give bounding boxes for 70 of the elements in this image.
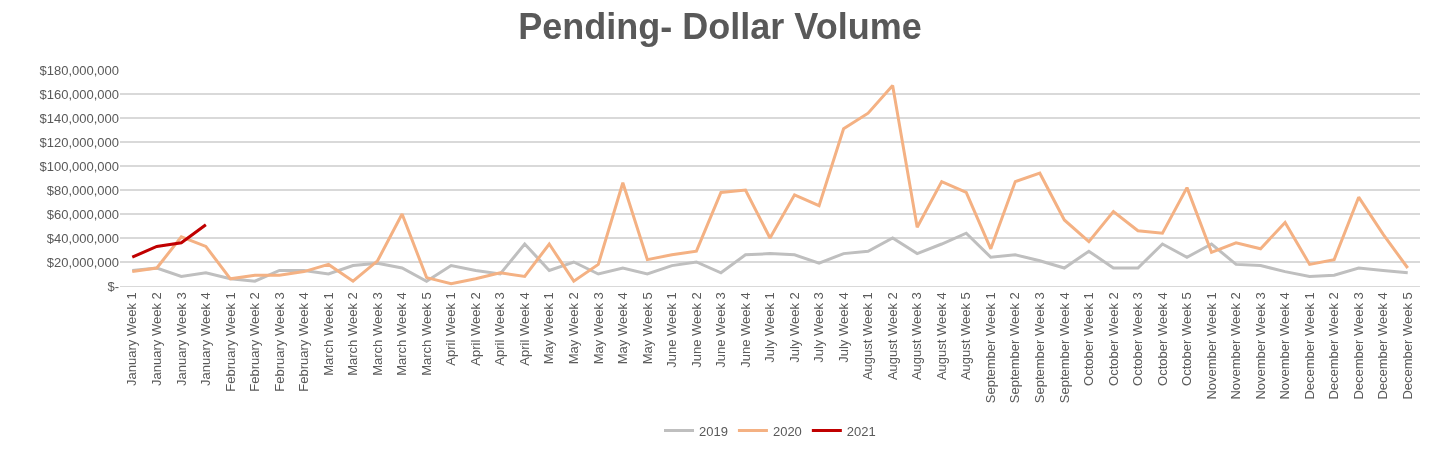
x-tick-label: May Week 2 [565,292,581,365]
y-tick-label: $40,000,000 [46,230,119,246]
x-tick-label: November Week 1 [1203,292,1219,400]
x-tick-label: January Week 4 [198,292,214,386]
x-tick-label: April Week 1 [443,292,459,366]
y-tick-label: $100,000,000 [39,158,119,174]
x-tick-label: January Week 2 [149,292,165,386]
x-tick-label: October Week 4 [1154,292,1170,386]
x-tick-label: November Week 3 [1252,292,1268,400]
x-tick-label: September Week 3 [1032,292,1048,404]
legend-label: 2019 [699,423,728,439]
y-tick-label: $120,000,000 [39,134,119,150]
x-tick-label: December Week 1 [1301,292,1317,400]
x-tick-label: March Week 1 [320,292,336,376]
x-tick-label: September Week 1 [982,292,998,404]
x-tick-label: October Week 1 [1081,292,1097,386]
x-tick-label: June Week 4 [737,292,753,368]
x-tick-label: March Week 5 [418,292,434,376]
x-tick-label: March Week 3 [369,292,385,376]
x-tick-label: October Week 3 [1130,292,1146,386]
x-tick-label: April Week 2 [467,292,483,366]
x-tick-label: August Week 3 [909,292,925,381]
x-tick-label: April Week 3 [492,292,508,366]
y-tick-label: $160,000,000 [39,86,119,102]
x-tick-label: February Week 2 [247,292,263,392]
x-tick-label: June Week 1 [664,292,680,368]
x-tick-label: May Week 5 [639,292,655,365]
x-tick-label: February Week 4 [296,292,312,392]
x-tick-label: June Week 3 [713,292,729,368]
x-tick-label: May Week 3 [590,292,606,365]
x-tick-label: May Week 4 [615,292,631,365]
x-tick-label: July Week 4 [835,292,851,363]
x-tick-label: July Week 1 [762,292,778,363]
x-tick-label: December Week 5 [1399,292,1415,400]
legend-label: 2020 [772,423,802,439]
x-tick-label: February Week 1 [222,292,238,392]
y-tick-label: $60,000,000 [46,206,119,222]
x-tick-label: July Week 3 [811,292,827,363]
chart-title: Pending- Dollar Volume [518,5,922,47]
x-tick-label: August Week 1 [860,292,876,381]
x-tick-label: November Week 2 [1228,292,1244,400]
line-series [130,231,1410,283]
x-tick-label: September Week 4 [1056,292,1072,404]
y-tick-label: $180,000,000 [39,62,119,78]
x-tick-label: September Week 2 [1007,292,1023,404]
line-series [130,84,1410,286]
x-tick-label: March Week 4 [394,292,410,376]
x-tick-label: August Week 5 [958,292,974,381]
x-tick-label: December Week 4 [1375,292,1391,400]
x-tick-label: October Week 2 [1105,292,1121,386]
x-tick-label: February Week 3 [271,292,287,392]
y-tick-label: $140,000,000 [39,110,119,126]
x-tick-label: August Week 4 [933,292,949,381]
x-tick-label: October Week 5 [1179,292,1195,386]
x-tick-label: April Week 4 [516,292,532,366]
x-tick-label: January Week 3 [173,292,189,386]
x-tick-label: March Week 2 [345,292,361,376]
x-tick-label: August Week 2 [884,292,900,381]
y-tick-label: $- [107,278,119,294]
x-tick-label: July Week 2 [786,292,802,363]
y-tick-label: $80,000,000 [46,182,119,198]
y-tick-label: $20,000,000 [46,254,119,270]
x-tick-label: December Week 2 [1326,292,1342,400]
x-tick-label: December Week 3 [1350,292,1366,400]
x-tick-label: November Week 4 [1277,292,1293,400]
line-series [130,223,208,259]
legend-label: 2021 [846,423,876,439]
x-tick-label: June Week 2 [688,292,704,368]
x-tick-label: May Week 1 [541,292,557,365]
x-tick-label: January Week 1 [124,292,140,386]
